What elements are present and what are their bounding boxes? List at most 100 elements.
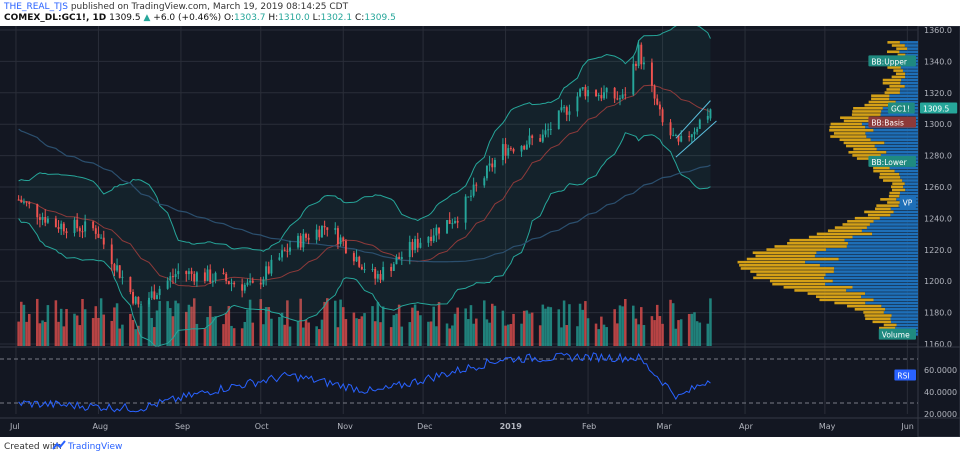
bb-upper-tag: BB:Upper — [868, 55, 916, 67]
volume-profile-down-bar — [750, 270, 834, 273]
volume-bar — [28, 313, 31, 346]
volume-bar — [267, 307, 271, 346]
volume-bar — [75, 315, 79, 346]
candle-body — [225, 273, 228, 281]
volume-bar — [637, 324, 640, 346]
rsi-tick-label: 40.0000 — [924, 388, 957, 397]
volume-profile-down-bar — [882, 78, 902, 82]
volume-profile-down-bar — [834, 226, 867, 229]
volume-bar — [504, 325, 507, 346]
candle-body — [355, 256, 358, 262]
volume-bar — [115, 303, 119, 346]
candle-body — [520, 145, 523, 152]
volume-bar — [706, 323, 710, 346]
volume-profile-down-bar — [887, 201, 901, 204]
volume-bar — [344, 319, 348, 346]
rsi-tag: RSI — [894, 369, 916, 381]
volume-profile-down-bar — [888, 194, 900, 198]
volume-profile-down-bar — [846, 144, 875, 148]
volume-profile-down-bar — [879, 172, 900, 176]
candle-body — [283, 250, 286, 252]
volume-profile-down-bar — [752, 251, 817, 255]
volume-profile-down-bar — [737, 260, 806, 264]
rsi-tick-label: 60.0000 — [924, 366, 957, 375]
y-tick-label: 1280.0 — [924, 152, 952, 161]
channel-line-upper — [675, 100, 711, 139]
candle-body — [501, 144, 504, 160]
volume-bar — [121, 324, 124, 346]
volume-bar — [153, 327, 156, 346]
volume-bar — [655, 304, 659, 346]
volume-profile-down-bar — [816, 232, 873, 236]
volume-profile-up-bar — [872, 232, 918, 236]
candle-body — [286, 250, 289, 252]
candle-body — [102, 237, 105, 245]
volume-bar — [687, 313, 691, 346]
volume-profile-down-bar — [847, 304, 882, 308]
volume-bar — [475, 318, 478, 346]
candle-body — [493, 159, 496, 168]
author-link[interactable]: THE_REAL_TJS — [4, 2, 68, 12]
y-tick-label: 1320.0 — [924, 89, 952, 98]
candle-body — [267, 266, 270, 274]
volume-profile-down-bar — [819, 298, 874, 302]
publish-info: THE_REAL_TJS published on TradingView.co… — [4, 2, 348, 12]
volume-bar — [304, 319, 308, 346]
bb-basis-tag: BB:Basis — [868, 116, 916, 128]
volume-bar — [605, 327, 608, 346]
volume-bar — [240, 328, 244, 346]
volume-bar — [613, 309, 616, 346]
high-value: 1310.0 — [278, 13, 310, 23]
volume-bar — [538, 325, 542, 346]
candle-body — [379, 274, 382, 280]
volume-profile-down-bar — [880, 198, 897, 201]
volume-bar — [698, 322, 702, 346]
candle-body — [392, 264, 395, 271]
volume-profile-down-bar — [815, 295, 862, 298]
volume-profile-down-bar — [830, 135, 867, 138]
volume-bar — [448, 328, 451, 346]
candle-body — [427, 236, 430, 243]
volume-profile-up-bar — [904, 44, 918, 47]
volume-bar — [642, 325, 646, 346]
candle-body — [171, 276, 174, 278]
volume-bar — [203, 328, 207, 346]
candle-body — [121, 276, 124, 278]
vp-tag-bg — [899, 196, 916, 208]
candle-body — [302, 233, 305, 248]
volume-profile-down-bar — [756, 273, 826, 277]
x-tick-label: Nov — [337, 422, 353, 431]
volume-profile-up-bar — [847, 242, 918, 245]
x-tick-label: May — [819, 422, 836, 431]
candle-body — [512, 149, 515, 152]
volume-profile-up-bar — [814, 254, 918, 258]
volume-bar — [373, 321, 377, 346]
volume-bar — [227, 306, 231, 346]
y-tick-label: 1200.0 — [924, 277, 952, 286]
volume-tag: Volume — [878, 328, 916, 340]
volume-bar — [65, 309, 68, 346]
volume-profile-up-bar — [890, 317, 918, 320]
volume-profile-down-bar — [843, 119, 874, 123]
candle-body — [129, 276, 132, 292]
candle-body — [634, 63, 637, 66]
candle-body — [446, 220, 448, 234]
tradingview-link[interactable]: TradingView — [68, 442, 123, 452]
volume-profile-up-bar — [866, 135, 918, 138]
volume-bar — [600, 316, 603, 346]
candle-body — [587, 90, 590, 97]
volume-profile-up-bar — [899, 50, 918, 54]
candle-body — [251, 280, 254, 283]
last-price-tag-text: 1309.5 — [923, 105, 949, 114]
volume-profile-down-bar — [897, 53, 906, 57]
volume-profile-up-bar — [896, 323, 918, 327]
candle-body — [169, 276, 172, 281]
volume-profile-down-bar — [863, 311, 884, 314]
volume-profile-up-bar — [865, 292, 918, 295]
symbol-label[interactable]: COMEX_DL:GC1!, 1D — [4, 13, 107, 23]
candle-body — [185, 271, 188, 275]
price-chart[interactable]: 1360.0 1340.0 1320.0 1300.0 1280.0 1260.0 1240… — [0, 26, 960, 437]
volume-bar — [435, 326, 438, 346]
volume-profile-down-bar — [879, 326, 896, 330]
volume-bar — [318, 329, 321, 346]
